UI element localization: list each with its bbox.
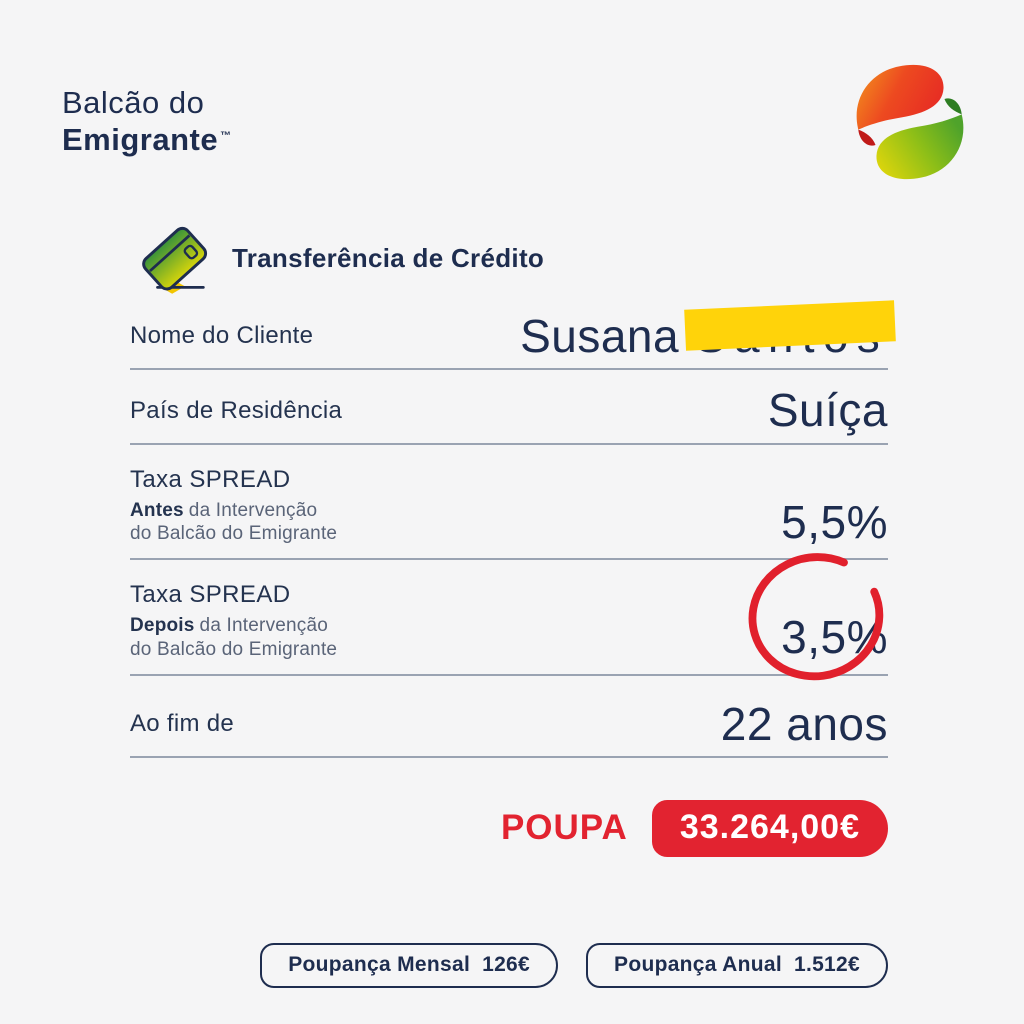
qualifier-antes: Antes bbox=[130, 499, 184, 521]
spread-after-subline1: Depois da Intervenção bbox=[130, 614, 337, 638]
savings-row: POUPA 33.264,00€ bbox=[130, 799, 888, 857]
spread-after-title: Taxa SPREAD bbox=[130, 581, 291, 609]
trademark-symbol: ™ bbox=[220, 129, 232, 142]
qualifier-rest: da Intervenção bbox=[188, 499, 318, 521]
row-spread-after: Taxa SPREAD Depois da Intervenção do Balc… bbox=[130, 553, 888, 681]
spread-before-labels: Taxa SPREAD Antes da Intervenção do Balcã… bbox=[130, 465, 337, 547]
section-title-row: Transferência de Crédito bbox=[130, 214, 888, 302]
brand-line2: Emigrante ™ bbox=[62, 121, 232, 158]
client-name-value: Susana Santos bbox=[520, 300, 897, 362]
qualifier-depois: Depois bbox=[130, 615, 195, 637]
row-country: País de Residência Suíça bbox=[130, 370, 888, 445]
redacted-surname: Santos bbox=[684, 300, 897, 360]
spread-after-labels: Taxa SPREAD Depois da Intervenção do Balc… bbox=[130, 580, 337, 662]
row-term: Ao fim de 22 anos bbox=[130, 676, 888, 758]
country-label: País de Residência bbox=[130, 396, 343, 424]
annual-savings-value: 1.512€ bbox=[793, 952, 860, 976]
spread-before-subline2: do Balcão do Emigrante bbox=[130, 523, 338, 545]
brand-line1: Balcão do bbox=[62, 85, 205, 120]
term-value: 22 anos bbox=[720, 697, 888, 750]
client-first-name: Susana bbox=[520, 310, 680, 362]
spread-before-title: Taxa SPREAD bbox=[130, 465, 291, 493]
annual-savings-label: Poupança Anual bbox=[614, 952, 782, 976]
brand-logo-icon bbox=[856, 64, 964, 180]
monthly-savings-label: Poupança Mensal bbox=[288, 952, 471, 976]
spread-after-value: 3,5% bbox=[781, 611, 888, 664]
transfer-card: Transferência de Crédito Nome do Cliente… bbox=[130, 214, 897, 988]
savings-amount-badge: 33.264,00€ bbox=[651, 799, 888, 857]
monthly-savings-button[interactable]: Poupança Mensal 126€ bbox=[260, 942, 559, 988]
spread-before-value: 5,5% bbox=[781, 495, 888, 548]
term-label: Ao fim de bbox=[130, 709, 235, 737]
qualifier-rest: da Intervenção bbox=[199, 615, 329, 637]
brand-line2-text: Emigrante bbox=[62, 122, 219, 158]
spread-before-subline1: Antes da Intervenção bbox=[130, 499, 337, 523]
footer-pills: Poupança Mensal 126€ Poupança Anual 1.51… bbox=[130, 942, 888, 988]
client-name-label: Nome do Cliente bbox=[130, 322, 314, 350]
row-spread-before: Taxa SPREAD Antes da Intervenção do Balcã… bbox=[130, 445, 888, 561]
section-title: Transferência de Crédito bbox=[232, 242, 545, 273]
monthly-savings-value: 126€ bbox=[482, 952, 531, 976]
savings-label: POUPA bbox=[500, 808, 628, 848]
row-client-name: Nome do Cliente Susana Santos bbox=[130, 300, 897, 371]
brand-wordmark: Balcão do Emigrante ™ bbox=[62, 84, 232, 158]
spread-after-subline2: do Balcão do Emigrante bbox=[130, 638, 338, 660]
credit-card-icon bbox=[142, 226, 208, 294]
annual-savings-button[interactable]: Poupança Anual 1.512€ bbox=[586, 942, 888, 988]
country-value: Suíça bbox=[767, 384, 888, 437]
